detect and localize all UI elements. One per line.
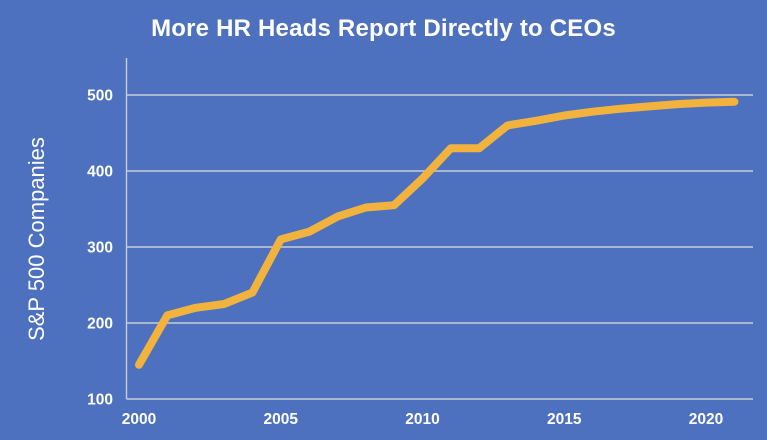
y-tick-label: 200 [87,316,113,333]
y-tick-label: 300 [87,240,113,257]
y-tick-label: 400 [87,164,113,181]
line-series [135,97,739,369]
y-tick-label: 500 [87,88,113,105]
chart-title: More HR Heads Report Directly to CEOs [151,15,616,42]
x-tick-label: 2010 [405,411,439,428]
x-tick-label: 2005 [264,411,299,428]
x-tick-label: 2020 [689,411,723,428]
x-tick-label: 2015 [547,411,582,428]
x-tick-label: 2000 [122,411,156,428]
y-tick-label: 100 [87,392,113,409]
